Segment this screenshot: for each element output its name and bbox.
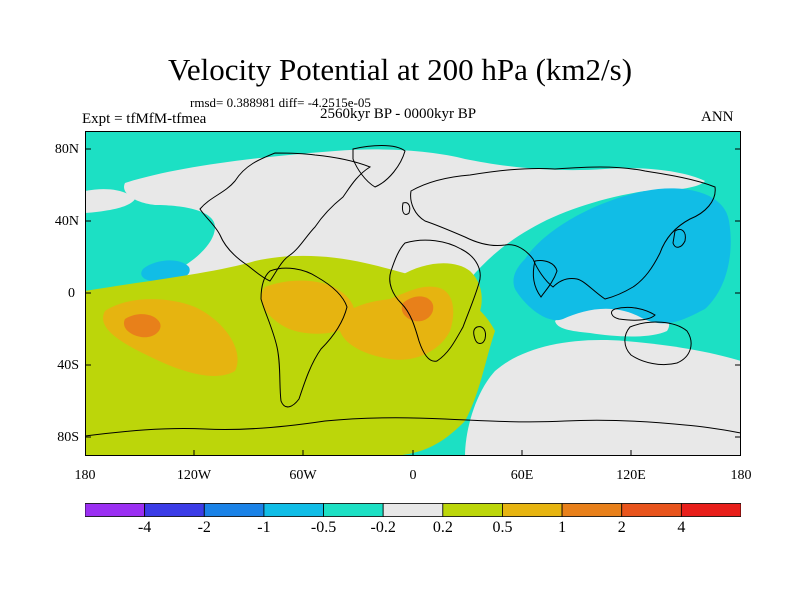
y-tick-0: 0	[68, 286, 75, 301]
colorbar-swatch	[502, 503, 563, 517]
colorbar-label: -1	[257, 519, 271, 536]
colorbar-label: 1	[558, 519, 567, 536]
colorbar-swatch	[382, 503, 444, 517]
coastlines	[85, 145, 741, 437]
season-label: ANN	[701, 109, 734, 125]
coast-india	[532, 260, 558, 298]
x-tick-180w: 180	[74, 468, 96, 483]
field-neutral-south	[465, 340, 741, 456]
colorbar-swatch	[85, 503, 146, 517]
colorbar-label: -0.5	[310, 519, 337, 536]
stats-line: rmsd= 0.388981 diff= -4.2515e-05	[190, 95, 371, 110]
coast-madagascar	[473, 326, 486, 344]
colorbar-swatch	[561, 503, 623, 517]
field-band-negative-pacific	[141, 260, 190, 282]
colorbar-label: 0.2	[432, 519, 453, 536]
coast-indonesia	[611, 306, 656, 321]
colorbar-swatch	[680, 503, 741, 517]
coast-japan	[672, 228, 686, 248]
colorbar-label: -4	[137, 519, 152, 536]
velocity-potential-map	[85, 131, 741, 456]
coast-australia	[624, 321, 692, 366]
field-neutral-arctic-west	[85, 189, 135, 213]
colorbar-swatch	[621, 503, 682, 517]
y-tick-40n: 40N	[54, 214, 79, 229]
colorbar-swatch	[263, 503, 324, 517]
colorbar	[85, 503, 741, 517]
coast-uk	[402, 202, 411, 216]
colorbar-swatch	[203, 503, 265, 517]
colorbar-swatch	[144, 503, 205, 517]
x-tick-60e: 60E	[510, 468, 534, 483]
map-title: Velocity Potential at 200 hPa (km2/s)	[167, 52, 633, 87]
x-tick-0: 0	[409, 468, 417, 483]
coast-europe-asia	[410, 166, 716, 300]
colorbar-swatch	[442, 503, 503, 517]
y-tick-80n: 80N	[54, 142, 79, 157]
coast-south-america	[260, 267, 348, 408]
field-band-positive-core-pacific	[123, 314, 161, 338]
coast-antarctica	[85, 417, 741, 437]
y-tick-40s: 40S	[57, 358, 79, 373]
x-tick-120e: 120E	[616, 468, 646, 483]
map-frame	[85, 131, 741, 456]
x-tick-180e: 180	[730, 468, 752, 483]
coast-north-america	[199, 152, 372, 282]
period-label: 2560kyr BP - 0000kyr BP	[320, 106, 477, 122]
colorbar-label: -0.2	[370, 519, 396, 536]
colorbar-swatch	[323, 503, 384, 517]
colorbar-label: 4	[677, 519, 686, 536]
y-tick-80s: 80S	[57, 430, 79, 445]
field-band-positive-america	[261, 280, 355, 334]
colorbar-label: 2	[617, 519, 626, 536]
x-tick-120w: 120W	[176, 468, 212, 483]
colorbar-label: 0.5	[492, 519, 513, 536]
x-tick-60w: 60W	[289, 468, 317, 483]
colorbar-label: -2	[197, 519, 211, 536]
coast-greenland	[352, 145, 406, 188]
coast-africa	[389, 239, 481, 362]
experiment-label: Expt = tfMfM-tfmea	[82, 111, 207, 127]
field-band-negative-asia	[513, 188, 731, 324]
